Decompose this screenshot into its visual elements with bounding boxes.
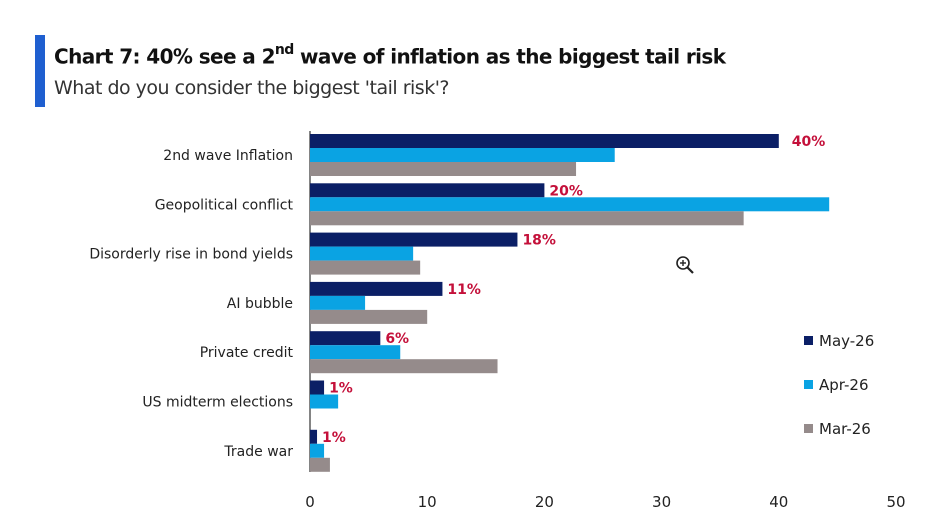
legend-swatch-mar-26 bbox=[804, 424, 813, 433]
data-label: 40% bbox=[792, 134, 826, 150]
legend-label: Apr-26 bbox=[819, 376, 869, 394]
title-accent-bar bbox=[35, 35, 45, 107]
bar-mar-26 bbox=[310, 457, 330, 472]
category-label: US midterm elections bbox=[142, 395, 293, 411]
x-tick-label: 0 bbox=[305, 493, 315, 511]
x-tick-label: 50 bbox=[886, 493, 905, 511]
title-rest: wave of inflation as the biggest tail ri… bbox=[293, 44, 726, 69]
category-label: Disorderly rise in bond yields bbox=[89, 247, 293, 263]
data-label: 11% bbox=[447, 282, 481, 298]
chart-title: Chart 7: 40% see a 2nd wave of inflation… bbox=[54, 42, 726, 69]
data-label: 1% bbox=[329, 381, 353, 397]
x-tick-label: 20 bbox=[535, 493, 554, 511]
bar-apr-26 bbox=[310, 394, 339, 409]
chart-subtitle: What do you consider the biggest 'tail r… bbox=[54, 77, 450, 99]
bar-mar-26 bbox=[310, 260, 421, 275]
x-tick-label: 30 bbox=[652, 493, 671, 511]
bar-may-26 bbox=[310, 380, 325, 395]
bar-may-26 bbox=[310, 232, 518, 247]
bar-apr-26 bbox=[310, 345, 401, 360]
bar-apr-26 bbox=[310, 443, 325, 458]
zoom-in-icon[interactable] bbox=[675, 255, 695, 275]
x-tick-label: 40 bbox=[769, 493, 788, 511]
bar-may-26 bbox=[310, 134, 779, 148]
category-label: Geopolitical conflict bbox=[155, 197, 294, 213]
bar-mar-26 bbox=[310, 359, 498, 374]
category-label: Trade war bbox=[223, 444, 293, 460]
bar-apr-26 bbox=[310, 148, 615, 162]
bar-mar-26 bbox=[310, 309, 428, 324]
bar-apr-26 bbox=[310, 197, 830, 212]
bar-may-26 bbox=[310, 183, 545, 198]
bar-mar-26 bbox=[310, 211, 744, 226]
category-label: 2nd wave Inflation bbox=[163, 148, 293, 164]
legend-label: Mar-26 bbox=[819, 420, 871, 438]
bar-mar-26 bbox=[310, 162, 577, 176]
bar-may-26 bbox=[310, 429, 318, 444]
category-label: Private credit bbox=[200, 345, 294, 361]
bar-may-26 bbox=[310, 281, 443, 296]
data-label: 1% bbox=[322, 430, 346, 446]
data-label: 6% bbox=[385, 331, 409, 347]
bar-may-26 bbox=[310, 331, 381, 346]
legend-swatch-may-26 bbox=[804, 336, 813, 345]
title-superscript: nd bbox=[274, 42, 294, 58]
bar-apr-26 bbox=[310, 295, 366, 310]
legend-label: May-26 bbox=[819, 332, 874, 350]
x-tick-label: 10 bbox=[418, 493, 437, 511]
category-label: AI bubble bbox=[227, 296, 293, 312]
bar-apr-26 bbox=[310, 246, 414, 261]
data-label: 18% bbox=[522, 233, 556, 249]
title-main: Chart 7: 40% see a 2 bbox=[54, 44, 275, 69]
legend-swatch-apr-26 bbox=[804, 380, 813, 389]
data-label: 20% bbox=[549, 183, 583, 199]
